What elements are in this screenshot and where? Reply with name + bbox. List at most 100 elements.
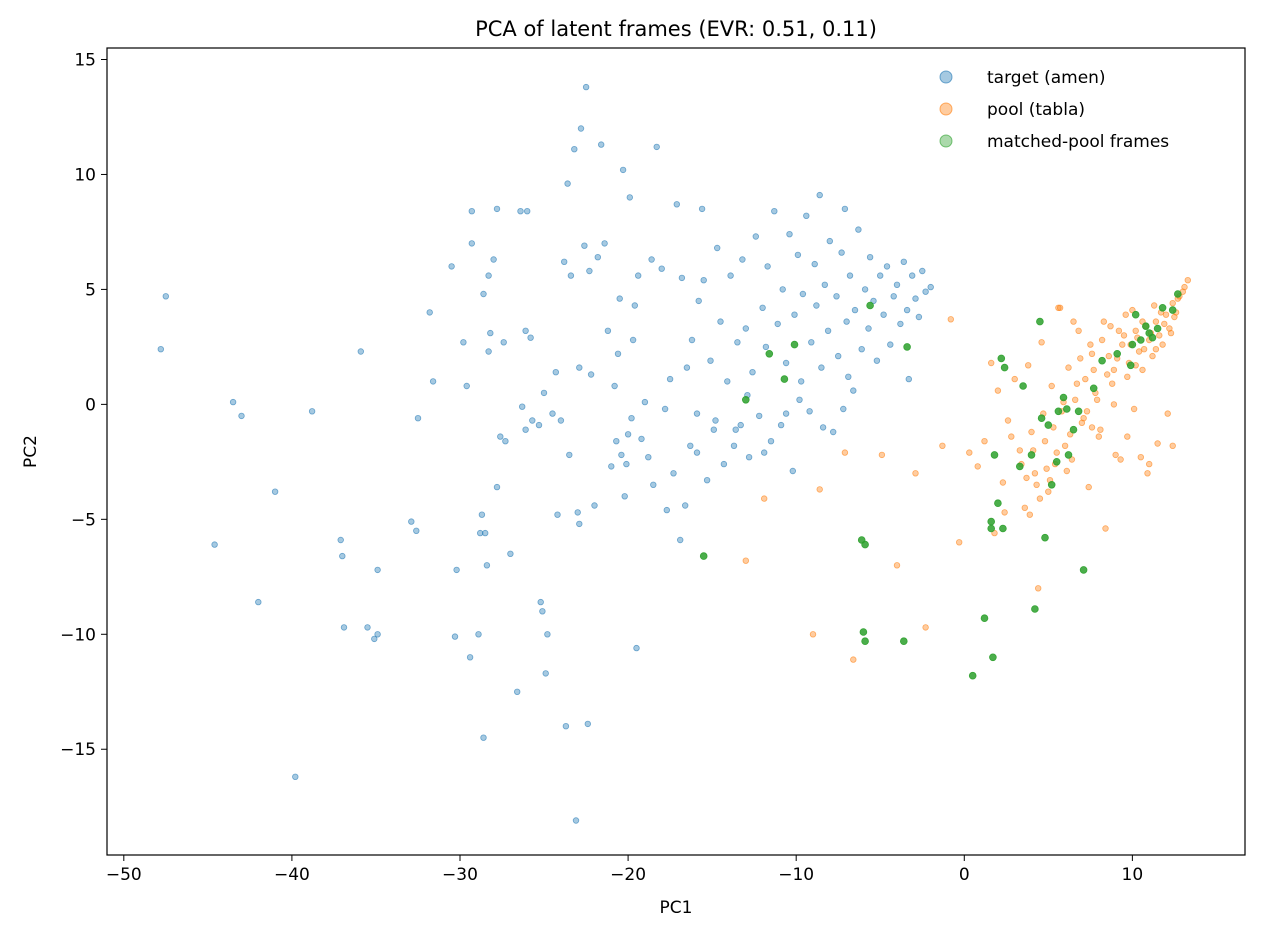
scatter-point	[1152, 318, 1160, 325]
scatter-point	[648, 256, 655, 263]
scatter-point	[448, 263, 455, 270]
scatter-point	[922, 288, 929, 295]
scatter-point	[1088, 424, 1096, 431]
scatter-point	[475, 631, 482, 638]
scatter-point	[1037, 414, 1046, 423]
scatter-point	[576, 520, 583, 528]
scatter-point	[877, 272, 884, 279]
scatter-point	[1164, 410, 1171, 417]
legend-label: target (amen)	[987, 68, 1106, 88]
scatter-point	[866, 301, 874, 310]
scatter-point	[703, 477, 711, 484]
scatter-point	[564, 180, 571, 187]
scatter-point	[429, 378, 437, 385]
scatter-point	[616, 295, 623, 302]
scatter-point	[1166, 325, 1173, 332]
scatter-point	[522, 426, 529, 433]
scatter-point	[549, 410, 556, 417]
scatter-point	[782, 359, 790, 367]
scatter-point	[912, 470, 919, 477]
scatter-point	[742, 557, 749, 564]
scatter-point	[566, 451, 573, 459]
scatter-point	[826, 237, 833, 245]
scatter-point	[1063, 405, 1071, 413]
y-tick-label: −5	[71, 510, 96, 530]
scatter-point	[1145, 329, 1153, 337]
scatter-point	[838, 249, 845, 256]
points-layer	[157, 83, 1191, 824]
x-tick-label: −50	[106, 865, 142, 885]
scatter-point	[1174, 290, 1182, 298]
scatter-point	[1124, 373, 1131, 380]
scatter-point	[608, 463, 615, 470]
scatter-point	[577, 125, 585, 132]
scatter-point	[756, 412, 763, 420]
scatter-point	[638, 435, 645, 443]
y-axis-label: PC2	[21, 435, 41, 468]
scatter-point	[780, 375, 789, 383]
x-axis: −50 −40 −30 −20 −10 0 10	[106, 855, 1143, 885]
scatter-point	[1011, 375, 1018, 383]
scatter-point	[794, 251, 802, 259]
scatter-point	[1152, 346, 1160, 353]
scatter-point	[1019, 382, 1027, 390]
scatter-point	[1110, 366, 1118, 374]
scatter-point	[374, 566, 381, 574]
scatter-point	[641, 398, 649, 406]
scatter-point	[759, 304, 766, 311]
scatter-point	[710, 426, 717, 433]
scatter-point	[734, 339, 741, 346]
scatter-point	[777, 421, 785, 429]
scatter-point	[968, 671, 977, 680]
scatter-point	[818, 364, 825, 371]
scatter-point	[765, 349, 774, 358]
scatter-point	[974, 463, 981, 470]
scatter-point	[789, 467, 796, 475]
legend-marker	[939, 134, 953, 148]
scatter-point	[1026, 511, 1033, 518]
scatter-point	[408, 518, 415, 525]
scatter-point	[981, 438, 988, 445]
scatter-point	[540, 389, 548, 397]
scatter-point	[663, 506, 670, 514]
scatter-point	[628, 415, 635, 422]
scatter-point	[478, 511, 486, 518]
scatter-point	[1144, 470, 1151, 477]
scatter-point	[629, 336, 637, 344]
scatter-point	[1075, 327, 1082, 334]
scatter-point	[552, 369, 559, 376]
scatter-point	[554, 511, 561, 518]
scatter-point	[905, 375, 912, 383]
scatter-point	[1016, 447, 1023, 454]
scatter-point	[1027, 451, 1036, 459]
x-axis-label: PC1	[660, 898, 693, 918]
scatter-point	[850, 387, 857, 394]
scatter-point	[614, 350, 622, 357]
scatter-point	[987, 517, 995, 526]
scatter-point	[1122, 311, 1129, 318]
scatter-point	[915, 313, 923, 321]
scatter-point	[767, 438, 775, 445]
scatter-point	[682, 502, 689, 509]
scatter-point	[1085, 483, 1092, 491]
scatter-point	[635, 272, 642, 279]
scatter-point	[821, 281, 828, 288]
scatter-point	[1031, 605, 1039, 613]
scatter-point	[1098, 356, 1106, 365]
scatter-point	[956, 539, 963, 546]
scatter-point	[1028, 428, 1035, 436]
scatter-point	[507, 550, 514, 557]
scatter-point	[724, 378, 731, 385]
scatter-point	[799, 290, 807, 298]
scatter-point	[855, 226, 862, 233]
scatter-point	[678, 274, 686, 282]
scatter-point	[1061, 442, 1069, 449]
scatter-point	[653, 143, 660, 151]
scatter-point	[480, 290, 487, 298]
x-tick-label: −20	[610, 865, 646, 885]
scatter-point	[621, 493, 628, 500]
chart-title: PCA of latent frames (EVR: 0.51, 0.11)	[475, 17, 877, 41]
y-tick-label: 10	[74, 165, 96, 185]
scatter-point	[584, 720, 591, 728]
